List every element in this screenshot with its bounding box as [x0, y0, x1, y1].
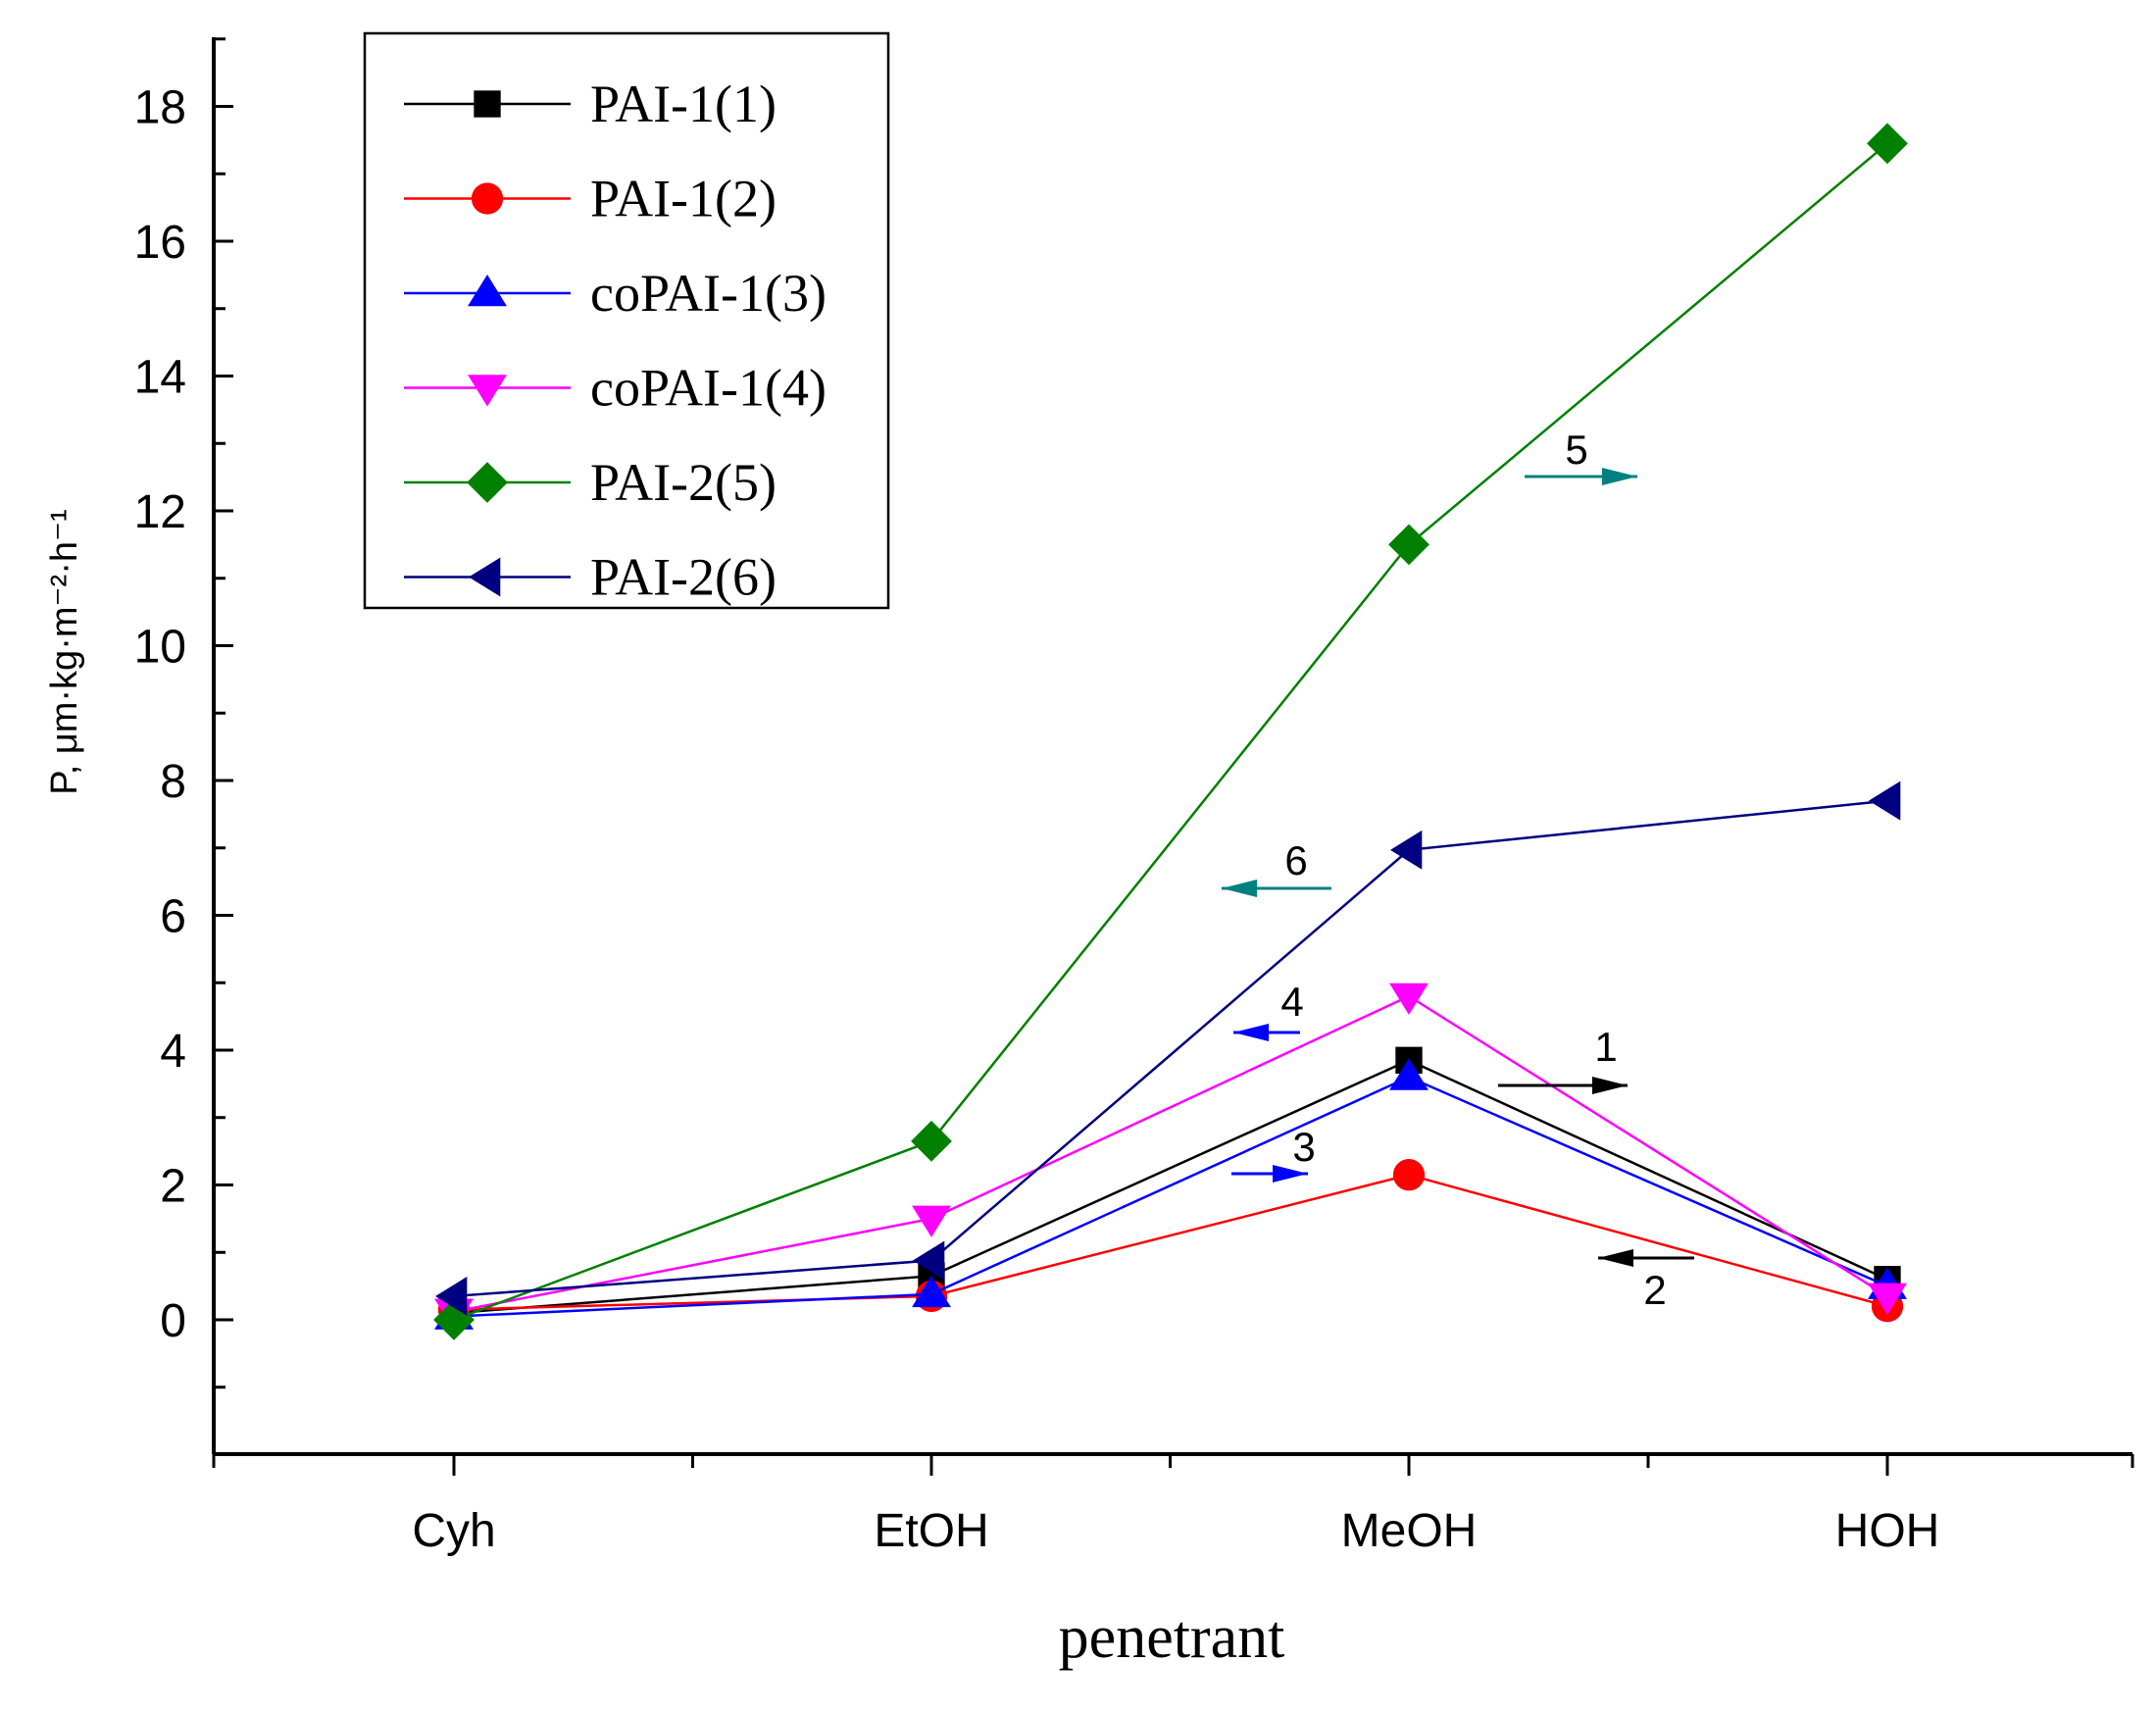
- annotation-1: 1: [1498, 1024, 1628, 1094]
- annotation-arrow-head: [1598, 1249, 1633, 1267]
- legend-entry: PAI-2(5): [404, 453, 777, 512]
- series-line: [453, 994, 1888, 1313]
- annotation-arrow-head: [1233, 1024, 1269, 1041]
- data-point: [1389, 1058, 1429, 1090]
- y-axis-title: P, μm·kg·m⁻²·h⁻¹: [44, 509, 85, 794]
- annotation-arrow-head: [1602, 468, 1637, 485]
- legend-label: coPAI-1(4): [590, 359, 827, 418]
- data-point: [911, 1120, 952, 1162]
- legend-box: [363, 31, 890, 610]
- annotation-label: 4: [1280, 979, 1303, 1025]
- series-line: [453, 1058, 1888, 1315]
- x-tick-label: HOH: [1835, 1505, 1940, 1557]
- legend-entry: PAI-1(1): [404, 75, 777, 133]
- legend-entry: coPAI-1(4): [404, 359, 827, 418]
- series-layer: [433, 123, 1908, 1340]
- y-tick-label: 8: [160, 756, 186, 808]
- annotation-label: 2: [1643, 1267, 1666, 1313]
- legend-marker: [469, 557, 501, 597]
- data-point: [1869, 780, 1901, 821]
- y-tick-label: 10: [134, 622, 186, 674]
- data-point: [1867, 123, 1908, 165]
- data-point: [1392, 1159, 1426, 1191]
- legend-entry: coPAI-1(3): [404, 264, 827, 323]
- annotation-arrow-head: [1592, 1077, 1628, 1094]
- annotation-2: 2: [1598, 1249, 1694, 1313]
- series-line: [453, 1173, 1888, 1311]
- legend-marker: [474, 90, 501, 118]
- y-tick-label: 16: [134, 217, 186, 269]
- series-3: [434, 1058, 1907, 1330]
- y-tick-label: 2: [160, 1161, 186, 1213]
- data-point: [913, 1240, 945, 1281]
- annotation-6: 6: [1222, 837, 1331, 897]
- legend-label: PAI-2(5): [590, 453, 777, 512]
- y-tick-label: 0: [160, 1295, 186, 1347]
- y-tick-label: 14: [134, 352, 186, 404]
- annotation-label: 6: [1284, 837, 1307, 883]
- y-tick-label: 6: [160, 891, 186, 943]
- legend-marker: [467, 462, 508, 503]
- data-point: [912, 1275, 951, 1308]
- series-4: [434, 982, 1907, 1331]
- annotation-label: 5: [1565, 427, 1587, 473]
- x-tick-label: Cyh: [412, 1505, 495, 1557]
- x-tick-label: EtOH: [874, 1505, 988, 1557]
- annotation-4: 4: [1233, 979, 1304, 1041]
- data-point: [912, 1205, 951, 1237]
- series-line: [453, 142, 1888, 1322]
- x-axis-title: penetrant: [1059, 1604, 1285, 1671]
- annotation-arrow-head: [1222, 880, 1257, 897]
- data-point: [1868, 1283, 1907, 1315]
- data-point: [435, 1276, 468, 1316]
- legend-label: PAI-1(2): [590, 170, 777, 228]
- legend-label: PAI-1(1): [590, 75, 777, 133]
- y-tick-label: 12: [134, 486, 186, 538]
- legend: PAI-1(1) PAI-1(2) coPAI-1(3) coPAI-1(4) PAI-…: [363, 31, 890, 610]
- series-6: [435, 780, 1901, 1316]
- annotation-layer: 1 2 3 4 5 6: [1222, 427, 1694, 1313]
- series-line: [453, 799, 1888, 1298]
- legend-marker: [468, 375, 507, 407]
- data-point: [1389, 982, 1429, 1015]
- series-line: [453, 1076, 1888, 1318]
- legend-marker: [468, 275, 507, 307]
- data-point: [1390, 830, 1423, 870]
- legend-marker: [471, 182, 504, 215]
- legend-entry: PAI-2(6): [404, 548, 777, 607]
- annotation-arrow-head: [1273, 1165, 1308, 1183]
- legend-entry: PAI-1(2): [404, 170, 777, 228]
- annotation-label: 1: [1594, 1024, 1617, 1070]
- annotation-3: 3: [1231, 1124, 1316, 1183]
- y-tick-label: 18: [134, 82, 186, 134]
- legend-label: coPAI-1(3): [590, 264, 827, 323]
- annotation-label: 3: [1292, 1124, 1315, 1170]
- series-5: [433, 123, 1908, 1340]
- legend-label: PAI-2(6): [590, 548, 777, 607]
- data-point: [1388, 524, 1429, 566]
- x-tick-label: MeOH: [1341, 1505, 1478, 1557]
- annotation-5: 5: [1525, 427, 1637, 485]
- y-tick-label: 4: [160, 1026, 186, 1078]
